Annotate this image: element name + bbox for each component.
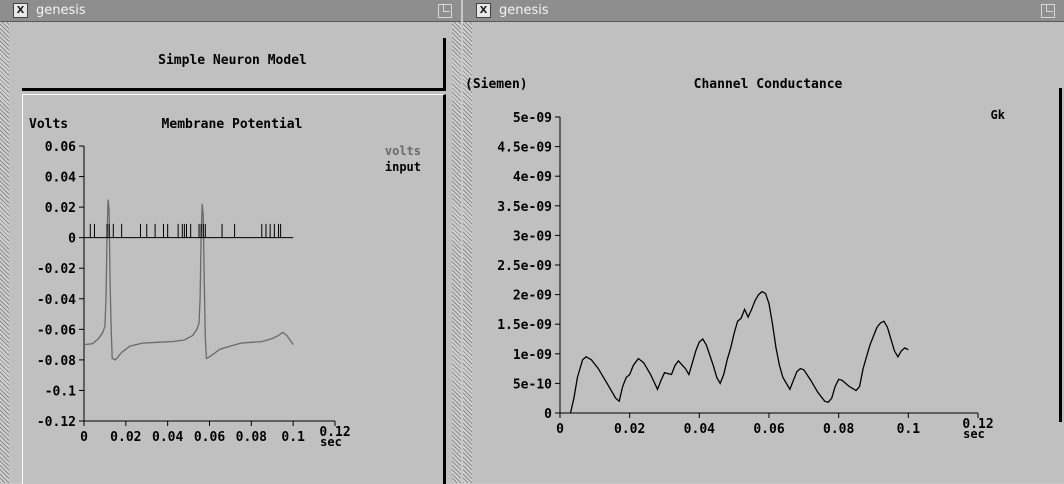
- model-header: Simple Neuron Model: [22, 38, 446, 91]
- channel-conductance-chart: Channel Conductance (Siemen) 5e-09 4.5e-09 4…: [465, 77, 1006, 441]
- membrane-series-volts: [83, 199, 294, 361]
- conductance-xtick-label: 0.02: [614, 422, 645, 437]
- graph-frame-edge: [1059, 88, 1062, 422]
- conductance-ytick-label: 1e-09: [513, 348, 552, 363]
- conductance-xtick-label: 0.12: [962, 417, 993, 432]
- membrane-xtick-label: 0.06: [194, 430, 225, 445]
- left-window-titlebar[interactable]: X genesis: [0, 0, 461, 22]
- conductance-xlabel: sec: [963, 427, 985, 441]
- membrane-graph-frame: [22, 94, 446, 484]
- membrane-ytick-label: -0.1: [45, 384, 76, 399]
- conductance-xtick-label: 0: [556, 422, 564, 437]
- membrane-title: Membrane Potential: [162, 117, 303, 132]
- conductance-ylabel: (Siemen): [465, 77, 528, 92]
- window-title: genesis: [36, 3, 86, 18]
- conductance-ytick-label: 0: [544, 407, 552, 422]
- membrane-ytick-label: 0.06: [45, 140, 76, 155]
- membrane-legend-input: input: [385, 160, 421, 174]
- conductance-ytick-label: 2e-09: [513, 289, 552, 304]
- x-menu-icon[interactable]: X: [476, 3, 491, 18]
- membrane-xtick-label: 0.04: [152, 430, 183, 445]
- right-window: X genesis Channel Conductance (Siemen) 5e-…: [463, 0, 1064, 483]
- left-window: X genesis Simple Neuron Model Membrane P…: [0, 0, 461, 484]
- window-border-right[interactable]: [452, 0, 461, 483]
- membrane-potential-chart: Membrane Potential Volts 0.06 0.04 0.02 0 -0.0…: [29, 117, 421, 449]
- conductance-ytick-label: 5e-09: [513, 111, 552, 126]
- maximize-icon[interactable]: [438, 4, 452, 18]
- conductance-ytick-label: 1.5e-09: [497, 318, 552, 333]
- membrane-ytick-label: -0.06: [37, 323, 76, 338]
- membrane-ytick-label: -0.02: [37, 262, 76, 277]
- membrane-xtick-label: 0: [80, 430, 88, 445]
- conductance-title: Channel Conductance: [694, 77, 843, 92]
- membrane-ytick-label: 0: [68, 232, 76, 247]
- membrane-ytick-label: -0.12: [37, 415, 76, 430]
- conductance-ytick-label: 4.5e-09: [497, 141, 552, 156]
- conductance-series-Gk: [569, 290, 909, 414]
- x-menu-icon[interactable]: X: [13, 3, 28, 18]
- membrane-ytick-label: 0.04: [45, 171, 76, 186]
- membrane-ytick-label: 0.02: [45, 201, 76, 216]
- window-border-left[interactable]: [0, 0, 9, 483]
- membrane-ytick-label: -0.04: [37, 293, 76, 308]
- membrane-xlabel: sec: [320, 435, 342, 449]
- window-border-left[interactable]: [463, 0, 472, 483]
- conductance-ytick-label: 2.5e-09: [497, 259, 552, 274]
- membrane-xtick-label: 0.12: [319, 425, 350, 440]
- membrane-ylabel: Volts: [29, 117, 68, 132]
- conductance-ytick-label: 4e-09: [513, 170, 552, 185]
- conductance-xtick-label: 0.04: [684, 422, 715, 437]
- membrane-xtick-label: 0.02: [110, 430, 141, 445]
- membrane-legend-volts: volts: [385, 144, 421, 158]
- right-window-titlebar[interactable]: X genesis: [463, 0, 1064, 22]
- conductance-ytick-label: 3.5e-09: [497, 200, 552, 215]
- conductance-ytick-label: 3e-09: [513, 229, 552, 244]
- conductance-xtick-label: 0.08: [823, 422, 854, 437]
- membrane-ytick-label: -0.08: [37, 354, 76, 369]
- conductance-ytick-label: 5e-10: [513, 377, 552, 392]
- conductance-xtick-label: 0.1: [897, 422, 921, 437]
- membrane-xtick-label: 0.1: [281, 430, 305, 445]
- membrane-xtick-label: 0.08: [236, 430, 267, 445]
- conductance-legend-Gk: Gk: [991, 108, 1006, 122]
- maximize-icon[interactable]: [1041, 4, 1055, 18]
- model-title: Simple Neuron Model: [158, 53, 307, 68]
- window-title: genesis: [499, 3, 549, 18]
- conductance-xtick-label: 0.06: [753, 422, 784, 437]
